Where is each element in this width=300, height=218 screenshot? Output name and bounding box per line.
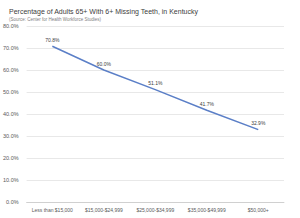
svg-text:$35,000-$49,999: $35,000-$49,999 bbox=[188, 207, 226, 213]
svg-text:20.0%: 20.0% bbox=[3, 155, 19, 161]
svg-text:30.0%: 30.0% bbox=[3, 133, 19, 139]
svg-text:41.7%: 41.7% bbox=[200, 101, 215, 107]
svg-text:$15,000-$24,999: $15,000-$24,999 bbox=[85, 207, 123, 213]
svg-text:40.0%: 40.0% bbox=[3, 111, 19, 117]
svg-text:70.0%: 70.0% bbox=[3, 45, 19, 51]
svg-text:60.0%: 60.0% bbox=[97, 61, 112, 67]
svg-text:$50,000+: $50,000+ bbox=[248, 207, 269, 213]
svg-text:60.0%: 60.0% bbox=[3, 67, 19, 73]
svg-text:50.0%: 50.0% bbox=[3, 89, 19, 95]
svg-text:Percentage of Adults 65+ With: Percentage of Adults 65+ With 6+ Missing… bbox=[9, 8, 198, 16]
svg-text:51.1%: 51.1% bbox=[148, 80, 163, 86]
svg-text:10.0%: 10.0% bbox=[3, 177, 19, 183]
svg-text:$25,000-$34,999: $25,000-$34,999 bbox=[136, 207, 174, 213]
svg-text:80.0%: 80.0% bbox=[3, 23, 19, 29]
svg-text:0.0%: 0.0% bbox=[6, 199, 19, 205]
svg-text:70.8%: 70.8% bbox=[45, 37, 60, 43]
svg-text:32.9%: 32.9% bbox=[251, 120, 266, 126]
svg-text:(Source: Center for Health Wor: (Source: Center for Health Workforce Stu… bbox=[9, 17, 101, 22]
svg-text:Less than $15,000: Less than $15,000 bbox=[32, 207, 73, 213]
